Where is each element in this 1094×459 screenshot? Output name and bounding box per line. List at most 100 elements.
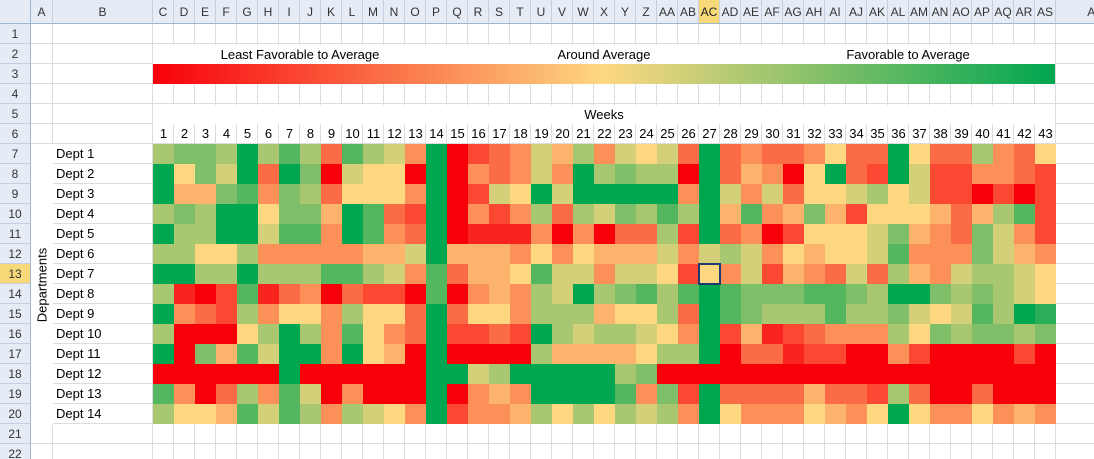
heatmap-cell[interactable] <box>363 304 384 324</box>
heatmap-cell[interactable] <box>888 244 909 264</box>
heatmap-cell[interactable] <box>153 144 174 164</box>
row-header-22[interactable]: 22 <box>0 444 31 459</box>
heatmap-cell[interactable] <box>720 144 741 164</box>
heatmap-cell[interactable] <box>762 224 783 244</box>
heatmap-cell[interactable] <box>720 284 741 304</box>
heatmap-cell[interactable] <box>321 244 342 264</box>
heatmap-cell[interactable] <box>1014 144 1035 164</box>
column-header-an[interactable]: AN <box>930 0 951 24</box>
column-header-ag[interactable]: AG <box>783 0 804 24</box>
heatmap-cell[interactable] <box>804 404 825 424</box>
heatmap-cell[interactable] <box>153 324 174 344</box>
heatmap-cell[interactable] <box>1014 244 1035 264</box>
heatmap-cell[interactable] <box>1035 284 1056 304</box>
heatmap-cell[interactable] <box>216 164 237 184</box>
heatmap-cell[interactable] <box>321 384 342 404</box>
heatmap-cell[interactable] <box>384 284 405 304</box>
heatmap-cell[interactable] <box>951 244 972 264</box>
heatmap-cell[interactable] <box>195 224 216 244</box>
heatmap-cell[interactable] <box>657 364 678 384</box>
heatmap-cell[interactable] <box>636 184 657 204</box>
heatmap-cell[interactable] <box>153 204 174 224</box>
heatmap-cell[interactable] <box>531 324 552 344</box>
heatmap-cell[interactable] <box>825 284 846 304</box>
heatmap-cell[interactable] <box>930 284 951 304</box>
row-header-13[interactable]: 13 <box>0 264 31 284</box>
heatmap-cell[interactable] <box>573 264 594 284</box>
heatmap-cell[interactable] <box>909 204 930 224</box>
heatmap-cell[interactable] <box>762 364 783 384</box>
heatmap-cell[interactable] <box>741 384 762 404</box>
heatmap-cell[interactable] <box>174 324 195 344</box>
heatmap-cell[interactable] <box>1014 324 1035 344</box>
heatmap-cell[interactable] <box>993 404 1014 424</box>
heatmap-cell[interactable] <box>1035 184 1056 204</box>
heatmap-cell[interactable] <box>342 164 363 184</box>
heatmap-cell[interactable] <box>699 204 720 224</box>
heatmap-cell[interactable] <box>1035 164 1056 184</box>
heatmap-cell[interactable] <box>342 404 363 424</box>
heatmap-cell[interactable] <box>195 264 216 284</box>
heatmap-cell[interactable] <box>447 204 468 224</box>
heatmap-cell[interactable] <box>1035 244 1056 264</box>
heatmap-cell[interactable] <box>1014 404 1035 424</box>
heatmap-cell[interactable] <box>447 224 468 244</box>
heatmap-cell[interactable] <box>342 184 363 204</box>
heatmap-cell[interactable] <box>699 384 720 404</box>
heatmap-cell[interactable] <box>804 144 825 164</box>
column-header-m[interactable]: M <box>363 0 384 24</box>
heatmap-cell[interactable] <box>447 284 468 304</box>
heatmap-cell[interactable] <box>510 224 531 244</box>
column-header-s[interactable]: S <box>489 0 510 24</box>
heatmap-cell[interactable] <box>846 364 867 384</box>
heatmap-cell[interactable] <box>195 384 216 404</box>
column-header-n[interactable]: N <box>384 0 405 24</box>
column-header-ai[interactable]: AI <box>825 0 846 24</box>
heatmap-cell[interactable] <box>972 164 993 184</box>
heatmap-cell[interactable] <box>237 324 258 344</box>
heatmap-cell[interactable] <box>153 384 174 404</box>
heatmap-cell[interactable] <box>573 184 594 204</box>
heatmap-cell[interactable] <box>384 364 405 384</box>
row-header-14[interactable]: 14 <box>0 284 31 304</box>
heatmap-cell[interactable] <box>174 204 195 224</box>
heatmap-cell[interactable] <box>552 224 573 244</box>
heatmap-cell[interactable] <box>678 184 699 204</box>
heatmap-cell[interactable] <box>678 404 699 424</box>
heatmap-cell[interactable] <box>258 384 279 404</box>
heatmap-cell[interactable] <box>489 204 510 224</box>
heatmap-cell[interactable] <box>783 304 804 324</box>
heatmap-cell[interactable] <box>1014 224 1035 244</box>
column-header-ah[interactable]: AH <box>804 0 825 24</box>
heatmap-cell[interactable] <box>657 324 678 344</box>
heatmap-cell[interactable] <box>426 404 447 424</box>
row-header-6[interactable]: 6 <box>0 124 31 144</box>
heatmap-cell[interactable] <box>951 284 972 304</box>
heatmap-cell[interactable] <box>678 284 699 304</box>
heatmap-cell[interactable] <box>552 364 573 384</box>
heatmap-cell[interactable] <box>279 244 300 264</box>
heatmap-cell[interactable] <box>678 344 699 364</box>
heatmap-cell[interactable] <box>678 364 699 384</box>
row-header-11[interactable]: 11 <box>0 224 31 244</box>
heatmap-cell[interactable] <box>489 344 510 364</box>
heatmap-cell[interactable] <box>363 384 384 404</box>
heatmap-cell[interactable] <box>783 204 804 224</box>
heatmap-cell[interactable] <box>447 184 468 204</box>
heatmap-cell[interactable] <box>321 204 342 224</box>
column-header-ap[interactable]: AP <box>972 0 993 24</box>
heatmap-cell[interactable] <box>741 224 762 244</box>
heatmap-cell[interactable] <box>510 244 531 264</box>
heatmap-cell[interactable] <box>720 204 741 224</box>
heatmap-cell[interactable] <box>678 324 699 344</box>
column-header-am[interactable]: AM <box>909 0 930 24</box>
heatmap-cell[interactable] <box>783 324 804 344</box>
heatmap-cell[interactable] <box>888 404 909 424</box>
heatmap-cell[interactable] <box>972 324 993 344</box>
heatmap-cell[interactable] <box>867 144 888 164</box>
heatmap-cell[interactable] <box>804 304 825 324</box>
heatmap-cell[interactable] <box>951 204 972 224</box>
heatmap-cell[interactable] <box>636 144 657 164</box>
heatmap-cell[interactable] <box>657 344 678 364</box>
heatmap-cell[interactable] <box>867 204 888 224</box>
